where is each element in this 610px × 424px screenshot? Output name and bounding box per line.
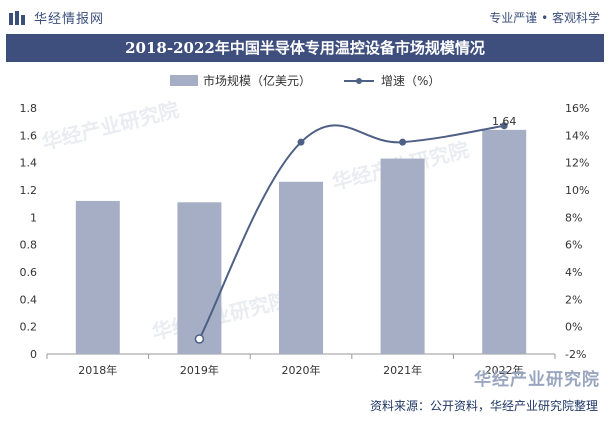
y-left-tick-label: 1.4	[20, 157, 38, 170]
y-right-tick-label: 6%	[565, 239, 582, 252]
brand-name: 华经情报网	[34, 12, 105, 27]
slogan: 专业严谨 • 客观科学	[489, 11, 600, 25]
bar	[380, 158, 425, 354]
y-left-tick-label: 0.4	[20, 293, 38, 306]
legend-label: 增速（%）	[381, 74, 440, 88]
y-left-tick-label: 1.8	[20, 102, 38, 115]
y-right-tick-label: -2%	[565, 348, 586, 361]
y-right-tick-label: 0%	[565, 321, 582, 334]
legend-line-marker	[356, 78, 362, 84]
x-tick-label: 2022年	[485, 363, 524, 377]
legend-bar-swatch	[170, 75, 198, 86]
brand-icon	[9, 10, 25, 25]
y-left-tick-label: 0	[30, 348, 37, 361]
data-label: 1.64	[492, 115, 517, 128]
growth-point	[399, 138, 407, 146]
y-left-tick-label: 0.2	[20, 321, 38, 334]
brand-logo: 华经情报网	[8, 8, 104, 27]
y-left-tick-label: 1.6	[20, 129, 38, 142]
growth-point	[297, 138, 305, 146]
y-right-tick-label: 12%	[565, 157, 589, 170]
top-bar: 华经情报网 专业严谨 • 客观科学	[0, 0, 610, 34]
growth-line	[198, 124, 505, 340]
growth-point	[194, 334, 205, 344]
x-tick-label: 2019年	[180, 363, 219, 377]
bar	[75, 200, 120, 354]
growth-point	[500, 122, 508, 130]
legend-label: 市场规模（亿美元）	[203, 73, 311, 88]
chart: 市场规模（亿美元） 增速（%） 0 0.2 0.4 0.6 0.8 1 1.2 1.4 1.6 1.8…	[20, 73, 590, 377]
bar	[177, 202, 222, 354]
y-right-tick-label: 14%	[565, 129, 589, 142]
bar	[279, 181, 323, 354]
y-left-tick-label: 1.2	[20, 184, 38, 197]
bar	[482, 129, 527, 354]
y-left-tick-label: 0.8	[20, 239, 38, 252]
source-note: 资料来源：公开资料，华经产业研究院整理	[369, 399, 598, 413]
y-right-tick-label: 10%	[565, 184, 589, 197]
corner-watermark: 华经产业研究院	[474, 370, 600, 390]
y-left-tick-label: 1	[30, 211, 37, 224]
y-right-tick-label: 4%	[565, 266, 582, 279]
y-right-tick-label: 8%	[565, 211, 582, 224]
chart-title: 2018-2022年中国半导体专用温控设备市场规模情况	[6, 34, 604, 62]
y-right-tick-label: 2%	[565, 293, 582, 306]
y-left-tick-label: 0.6	[20, 266, 38, 279]
y-right-tick-label: 16%	[565, 102, 589, 115]
x-tick-label: 2018年	[78, 363, 117, 377]
x-tick-label: 2020年	[282, 363, 321, 377]
x-tick-label: 2021年	[383, 363, 422, 377]
